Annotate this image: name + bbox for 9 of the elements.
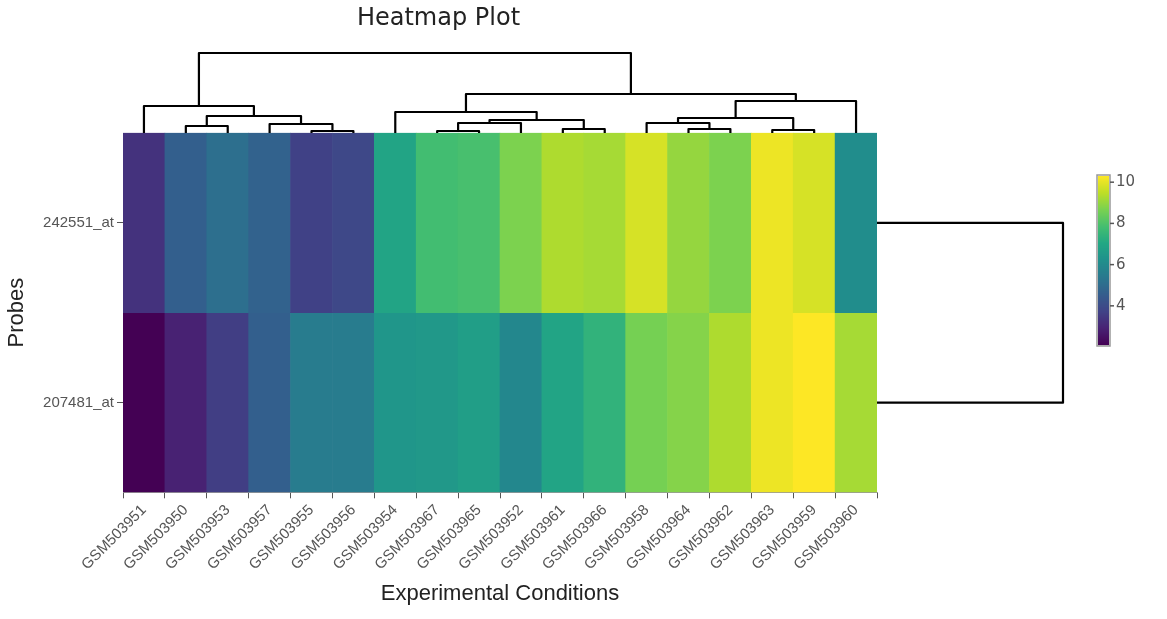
color-bar-label: 10 xyxy=(1116,172,1136,191)
y-axis-title: Probes xyxy=(3,277,29,348)
chart-title: Heatmap Plot xyxy=(356,2,521,31)
y-tick-label: 242551_at xyxy=(43,212,115,230)
x-axis-title: Experimental Conditions xyxy=(380,579,620,605)
color-bar-label: 8 xyxy=(1116,213,1126,232)
color-bar-label: 4 xyxy=(1116,295,1126,314)
y-tick-label: 207481_at xyxy=(43,392,115,410)
color-bar-label: 6 xyxy=(1116,254,1126,273)
